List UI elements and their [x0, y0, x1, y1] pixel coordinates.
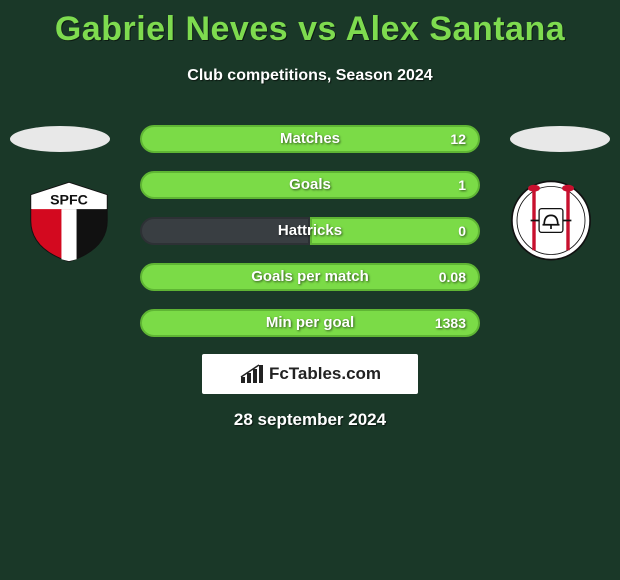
svg-text:SPFC: SPFC [50, 192, 88, 208]
flag-left [10, 126, 110, 152]
stat-value-right: 12 [450, 124, 466, 154]
club-badge-right [502, 178, 600, 263]
stat-value-right: 0 [458, 216, 466, 246]
stat-row: Goals1 [140, 170, 480, 200]
stat-label: Matches [140, 124, 480, 154]
stat-row: Matches12 [140, 124, 480, 154]
stat-row: Hattricks0 [140, 216, 480, 246]
brand-box[interactable]: FcTables.com [202, 354, 418, 394]
date-label: 28 september 2024 [0, 410, 620, 430]
club-badge-left: SPFC [20, 178, 118, 263]
stat-label: Goals per match [140, 262, 480, 292]
stats-container: Matches12 Goals1 Hattricks0 Goals per match… [140, 124, 480, 354]
stat-label: Goals [140, 170, 480, 200]
stat-row: Min per goal1383 [140, 308, 480, 338]
stat-value-right: 0.08 [439, 262, 466, 292]
subtitle: Club competitions, Season 2024 [0, 67, 620, 85]
stat-value-right: 1 [458, 170, 466, 200]
brand-chart-icon [239, 363, 265, 385]
brand-label: FcTables.com [269, 364, 381, 384]
stat-label: Min per goal [140, 308, 480, 338]
page-title: Gabriel Neves vs Alex Santana [0, 0, 620, 49]
flag-right [510, 126, 610, 152]
stat-value-right: 1383 [435, 308, 466, 338]
stat-label: Hattricks [140, 216, 480, 246]
stat-row: Goals per match0.08 [140, 262, 480, 292]
